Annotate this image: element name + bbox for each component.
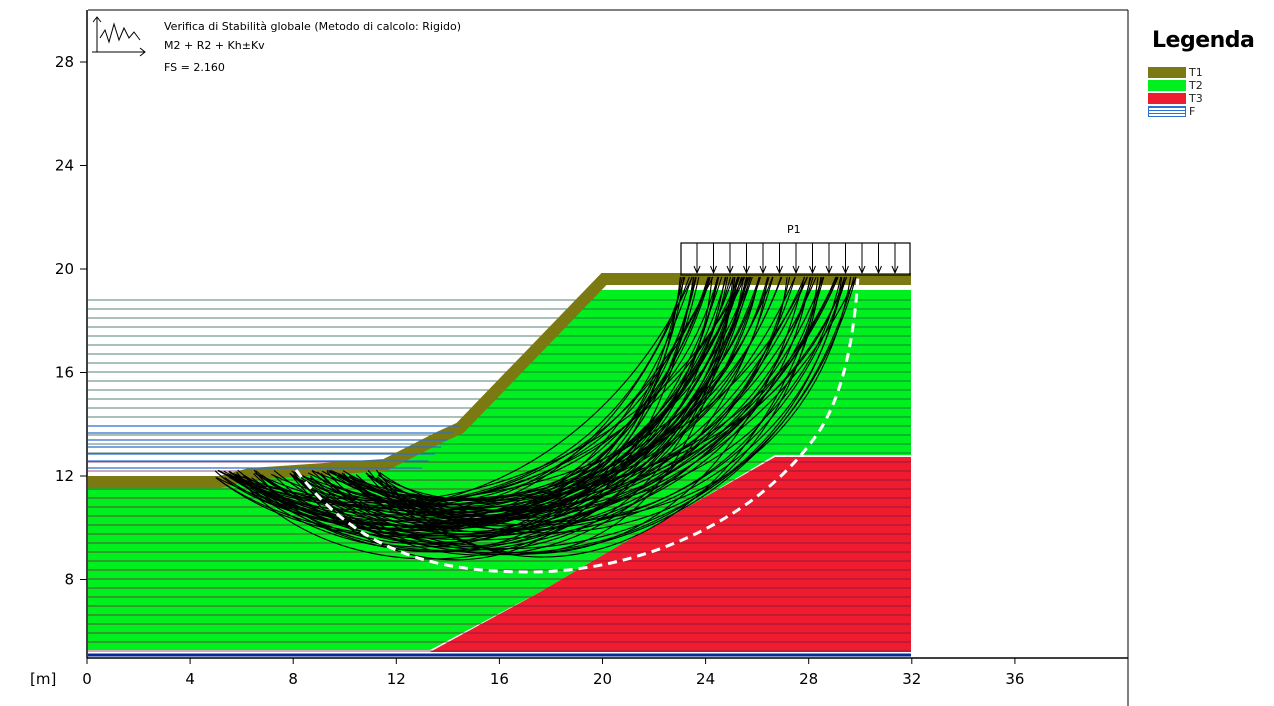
x-tick-label: 0 <box>82 670 92 688</box>
slip-circle <box>310 276 734 551</box>
slip-circle <box>376 276 740 527</box>
legend-item-t2: T2 <box>1148 80 1268 91</box>
slip-circle <box>255 276 811 538</box>
y-tick-label: 28 <box>55 53 74 71</box>
slip-circle <box>270 276 686 503</box>
layer-t3 <box>430 457 911 652</box>
slip-circle <box>331 276 788 501</box>
slip-circle <box>253 276 783 537</box>
slip-circle <box>343 276 693 523</box>
slip-circle <box>368 276 805 555</box>
slip-circle <box>379 276 842 512</box>
info-line-1: Verifica di Stabilità globale (Metodo di… <box>164 20 461 33</box>
slip-surfaces <box>214 276 857 561</box>
slip-circle <box>237 276 683 545</box>
legend: Legenda T1 T2 T3 F <box>1128 28 1268 119</box>
legend-items: T1 T2 T3 F <box>1148 67 1268 117</box>
load-arrow-head <box>792 265 800 275</box>
slip-circle <box>229 276 744 504</box>
x-tick-label: 32 <box>902 670 921 688</box>
load-arrow-head <box>858 265 866 275</box>
y-axis: 8 12 16 20 24 28 <box>55 10 88 658</box>
layer-t1 <box>88 273 911 488</box>
legend-swatch-t1 <box>1148 67 1186 78</box>
load-arrow-head <box>726 265 734 275</box>
slip-circle <box>215 276 857 539</box>
slip-circle <box>217 276 714 516</box>
slip-circle <box>330 276 808 500</box>
slip-circle <box>217 276 823 525</box>
x-tick-label: 28 <box>799 670 818 688</box>
load-arrow-head <box>693 265 701 275</box>
y-tick-label: 24 <box>55 157 74 175</box>
legend-title: Legenda <box>1152 28 1255 53</box>
legend-swatch-f <box>1148 106 1186 117</box>
load-arrow-head <box>842 265 849 275</box>
load-label: P1 <box>787 223 801 236</box>
legend-label-t1: T1 <box>1189 66 1203 79</box>
info-box: Verifica di Stabilità globale (Metodo di… <box>92 16 461 74</box>
slip-circle <box>224 276 727 531</box>
legend-item-t1: T1 <box>1148 67 1268 78</box>
info-line-2: M2 + R2 + Kh±Kv <box>164 39 265 52</box>
legend-label-t3: T3 <box>1189 92 1203 105</box>
x-unit-label: [m] <box>30 670 56 688</box>
x-tick-label: 8 <box>288 670 298 688</box>
y-tick-label: 8 <box>64 571 74 589</box>
slip-circle <box>350 276 742 524</box>
info-line-3: FS = 2.160 <box>164 61 225 74</box>
load-arrow-head <box>776 265 783 275</box>
slip-circle <box>337 276 739 501</box>
load-p1: P1 <box>680 223 911 276</box>
soil-section <box>88 273 911 657</box>
load-arrow-head <box>759 265 767 275</box>
y-tick-label: 20 <box>55 260 74 278</box>
legend-swatch-t3 <box>1148 93 1186 104</box>
slip-circle <box>289 276 695 561</box>
slip-circle <box>343 276 719 521</box>
slip-circle <box>233 276 740 506</box>
x-tick-label: 20 <box>593 670 612 688</box>
water-table <box>88 425 460 469</box>
layer-t2 <box>88 290 911 650</box>
y-tick-label: 12 <box>55 467 74 485</box>
legend-label-f: F <box>1189 105 1196 118</box>
slip-circle <box>230 276 770 502</box>
slip-circle <box>347 276 806 511</box>
seismic-icon <box>92 16 146 57</box>
y-tick-label: 16 <box>55 364 74 382</box>
slip-circle <box>255 276 711 508</box>
load-arrow-head <box>743 265 750 275</box>
x-tick-label: 16 <box>490 670 509 688</box>
slip-circle <box>294 276 760 522</box>
slip-circle <box>342 276 847 526</box>
slip-circle <box>236 276 740 531</box>
x-tick-label: 24 <box>696 670 715 688</box>
load-arrow-head <box>875 265 882 275</box>
load-arrow-head <box>891 265 899 275</box>
load-arrow-head <box>710 265 717 275</box>
slip-circle <box>235 276 761 560</box>
legend-item-f: F <box>1148 106 1268 117</box>
slip-circle <box>365 276 852 522</box>
x-tick-label: 4 <box>185 670 195 688</box>
load-arrow-head <box>825 265 833 275</box>
legend-label-t2: T2 <box>1189 79 1203 92</box>
x-tick-label: 12 <box>387 670 406 688</box>
load-arrow-head <box>809 265 816 275</box>
x-tick-label: 36 <box>1005 670 1024 688</box>
x-axis: 0 4 8 12 16 20 24 28 32 36 [m] <box>30 657 1128 688</box>
legend-swatch-t2 <box>1148 80 1186 91</box>
legend-item-t3: T3 <box>1148 93 1268 104</box>
